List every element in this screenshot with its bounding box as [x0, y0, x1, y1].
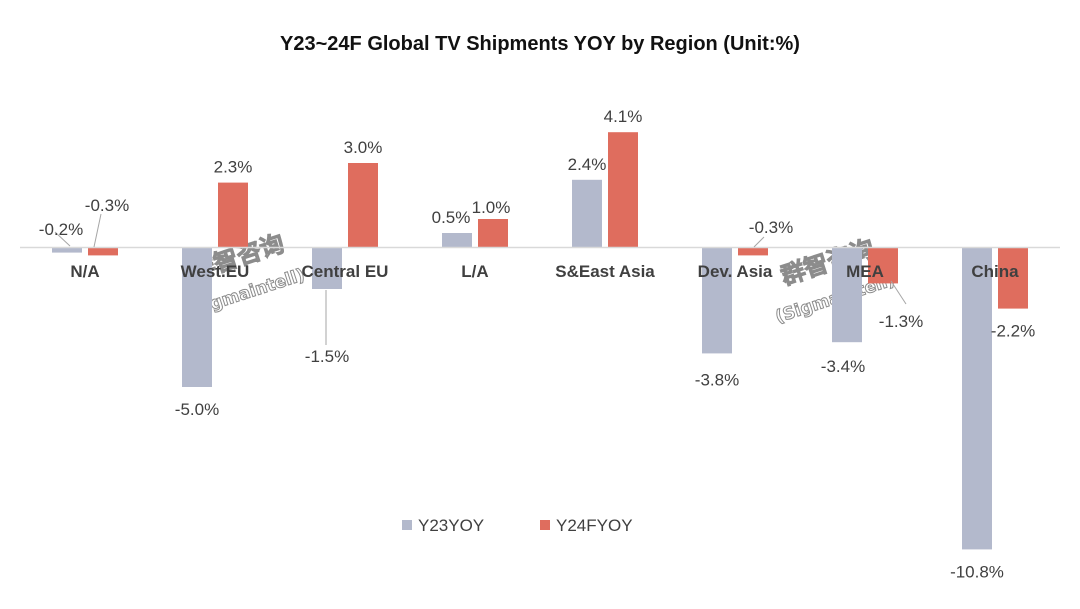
bar-y23yoy-n-a — [52, 247, 82, 253]
category-labels-group: N/A West.EU Central EU L/A S&East Asia Dev. A… — [70, 262, 1019, 281]
bar-y23yoy-l-a — [442, 233, 472, 247]
category-label-l-a: L/A — [461, 262, 488, 281]
data-labels-group: -0.2% -5.0% -1.5% 0.5% 2.4% -3.8% -3.4% -10.8% -… — [39, 107, 1035, 581]
data-label-y24fyoy-dev-asia: -0.3% — [749, 218, 793, 237]
legend-label-y24fyoy: Y24FYOY — [556, 516, 633, 535]
data-label-y24fyoy-n-a: -0.3% — [85, 196, 129, 215]
bar-y23yoy-china — [962, 247, 992, 550]
legend-swatch-y23yoy — [402, 520, 412, 530]
category-label-central-eu: Central EU — [302, 262, 389, 281]
category-label-n-a: N/A — [70, 262, 99, 281]
data-label-y24fyoy-s-east-asia: 4.1% — [604, 107, 643, 126]
bar-y23yoy-mea — [832, 247, 862, 343]
bar-y24fyoy-dev-asia — [738, 247, 768, 256]
data-label-y24fyoy-l-a: 1.0% — [472, 198, 511, 217]
bar-y24fyoy-west-eu — [218, 182, 248, 247]
legend-label-y23yoy: Y23YOY — [418, 516, 484, 535]
bar-y24fyoy-china — [998, 247, 1028, 309]
data-label-y23yoy-l-a: 0.5% — [432, 208, 471, 227]
data-label-y23yoy-s-east-asia: 2.4% — [568, 155, 607, 174]
category-label-mea: MEA — [846, 262, 884, 281]
leader-line-y24fyoy-mea — [890, 280, 907, 305]
bar-y23yoy-s-east-asia — [572, 179, 602, 247]
data-label-y24fyoy-west-eu: 2.3% — [214, 158, 253, 177]
data-label-y24fyoy-central-eu: 3.0% — [344, 138, 383, 157]
bars-group — [52, 132, 1028, 550]
bar-y24fyoy-l-a — [478, 219, 508, 247]
bar-y23yoy-dev-asia — [702, 247, 732, 354]
leader-line-y24fyoy-n-a — [93, 213, 102, 248]
data-label-y23yoy-china: -10.8% — [950, 562, 1004, 581]
leader-line-y24fyoy-dev-asia — [753, 236, 765, 248]
chart-title: Y23~24F Global TV Shipments YOY by Regio… — [280, 33, 800, 55]
bar-y24fyoy-central-eu — [348, 163, 378, 247]
category-label-china: China — [971, 262, 1019, 281]
bar-y24fyoy-n-a — [88, 247, 118, 256]
bar-y24fyoy-s-east-asia — [608, 132, 638, 247]
bar-y23yoy-west-eu — [182, 247, 212, 387]
bar-y23yoy-central-eu — [312, 247, 342, 289]
category-label-dev-asia: Dev. Asia — [698, 262, 773, 281]
legend-swatch-y24fyoy — [540, 520, 550, 530]
category-label-s-east-asia: S&East Asia — [555, 262, 655, 281]
data-label-y24fyoy-china: -2.2% — [991, 322, 1035, 341]
data-label-y23yoy-dev-asia: -3.8% — [695, 370, 739, 389]
bar-y24fyoy-mea — [868, 247, 898, 284]
data-label-y24fyoy-mea: -1.3% — [879, 312, 923, 331]
data-label-y23yoy-n-a: -0.2% — [39, 220, 83, 239]
leader-line-y23yoy-n-a — [54, 231, 71, 247]
category-label-west-eu: West.EU — [181, 262, 250, 281]
leader-lines-group — [54, 213, 907, 345]
data-label-y23yoy-west-eu: -5.0% — [175, 400, 219, 419]
data-label-y23yoy-mea: -3.4% — [821, 357, 865, 376]
watermark-group: 群智咨询(Sigmaintell)群智咨询(Sigmaintell) — [182, 229, 897, 328]
legend: Y23YOY Y24FYOY — [402, 516, 633, 535]
data-label-y23yoy-central-eu: -1.5% — [305, 347, 349, 366]
